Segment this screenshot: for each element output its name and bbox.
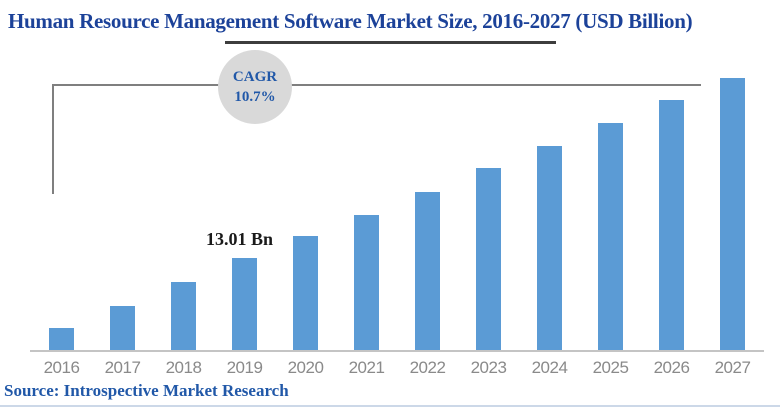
bar-2024: 2024: [532, 146, 568, 377]
bar-2027: 2027: [715, 78, 751, 377]
bar-2022: 2022: [410, 192, 446, 377]
bar-2017: 2017: [105, 306, 141, 377]
x-tick-label: 2018: [165, 358, 202, 377]
x-tick-label: 2027: [714, 358, 751, 377]
bar-2025: 2025: [593, 123, 629, 377]
bar-2019: 2019: [227, 258, 263, 377]
cagr-value: 10.7%: [234, 89, 276, 105]
bar-2021: 2021: [349, 215, 385, 377]
x-tick-label: 2026: [653, 358, 690, 377]
x-tick-label: 2022: [409, 358, 446, 377]
growth-guide-line: [52, 84, 701, 86]
x-tick-label: 2021: [348, 358, 385, 377]
bar-group: 2016 2017 2018 2019 2020 2021 2022 2023 2024 2025…: [44, 60, 751, 377]
bar-2016: 2016: [44, 328, 80, 377]
cagr-label: CAGR: [232, 69, 278, 85]
data-label-2019: 13.01 Bn: [206, 229, 274, 249]
bar-2020: 2020: [288, 236, 324, 377]
title-underline: [225, 41, 556, 44]
growth-guide-line-drop: [52, 84, 54, 194]
x-tick-label: 2017: [104, 358, 141, 377]
x-tick-label: 2024: [531, 358, 568, 377]
bar-2018: 2018: [166, 282, 202, 377]
x-tick-label: 2016: [43, 358, 80, 377]
bar-2026: 2026: [654, 100, 690, 377]
x-tick-label: 2020: [287, 358, 324, 377]
bar-2023: 2023: [471, 168, 507, 377]
x-tick-label: 2023: [470, 358, 507, 377]
chart-title: Human Resource Management Software Marke…: [8, 9, 693, 33]
bottom-border: [0, 405, 780, 407]
x-tick-label: 2025: [592, 358, 629, 377]
x-tick-label: 2019: [226, 358, 263, 377]
x-axis-line: [30, 350, 764, 352]
cagr-badge: CAGR 10.7%: [218, 50, 292, 124]
source-credit: Source: Introspective Market Research: [4, 381, 289, 400]
